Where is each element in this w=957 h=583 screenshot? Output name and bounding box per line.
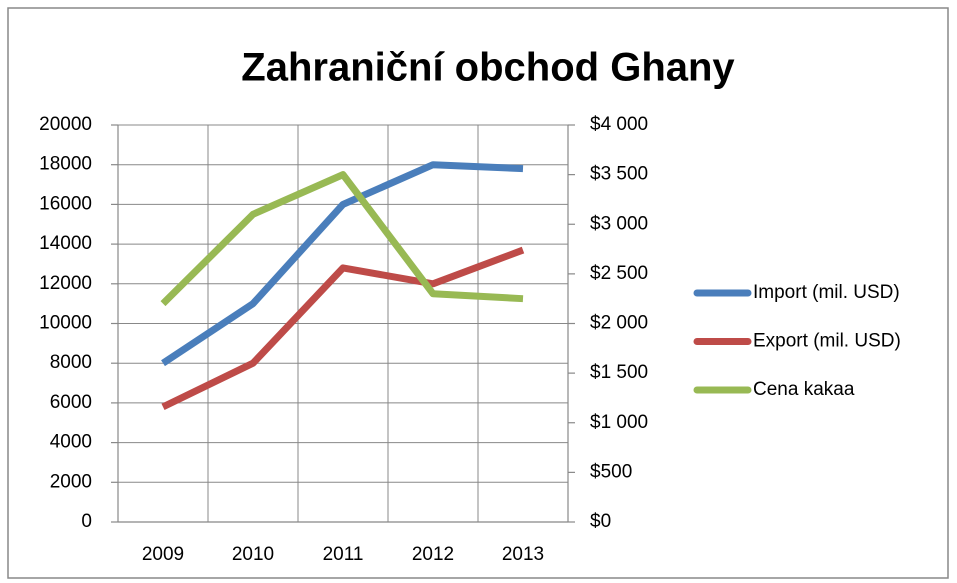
y2-tick-label: $3 500 <box>590 164 648 185</box>
y2-tick-label: $0 <box>590 511 611 532</box>
y-tick-label: 6000 <box>50 392 92 413</box>
y-tick-label: 2000 <box>50 471 92 492</box>
y2-tick-label: $2 000 <box>590 313 648 334</box>
series-line <box>160 171 524 307</box>
y2-tick-label: $3 000 <box>590 213 648 234</box>
series-line <box>161 161 524 367</box>
x-tick-label: 2012 <box>412 544 454 565</box>
x-tick-label: 2013 <box>502 544 544 565</box>
y2-tick-label: $1 000 <box>590 412 648 433</box>
y-tick-label: 18000 <box>39 154 92 175</box>
y-tick-label: 8000 <box>50 352 92 373</box>
legend-label: Export (mil. USD) <box>753 331 901 352</box>
y-tick-label: 10000 <box>39 313 92 334</box>
y-tick-label: 20000 <box>39 114 92 135</box>
x-tick-label: 2011 <box>323 544 364 565</box>
x-tick-label: 2010 <box>232 544 274 565</box>
y-tick-label: 16000 <box>39 193 92 214</box>
y-tick-label: 0 <box>81 511 92 532</box>
legend-label: Cena kakaa <box>753 379 855 400</box>
y2-tick-label: $4 000 <box>590 114 648 135</box>
y-tick-label: 14000 <box>39 233 92 254</box>
x-tick-label: 2009 <box>142 544 184 565</box>
y-tick-label: 4000 <box>50 432 92 453</box>
y2-tick-label: $1 500 <box>590 362 648 383</box>
y2-tick-label: $2 500 <box>590 263 648 284</box>
y-tick-label: 12000 <box>39 273 92 294</box>
y2-tick-label: $500 <box>590 461 632 482</box>
legend-label: Import (mil. USD) <box>753 282 900 303</box>
chart-title: Zahraniční obchod Ghany <box>241 46 735 90</box>
series-line <box>161 246 525 411</box>
